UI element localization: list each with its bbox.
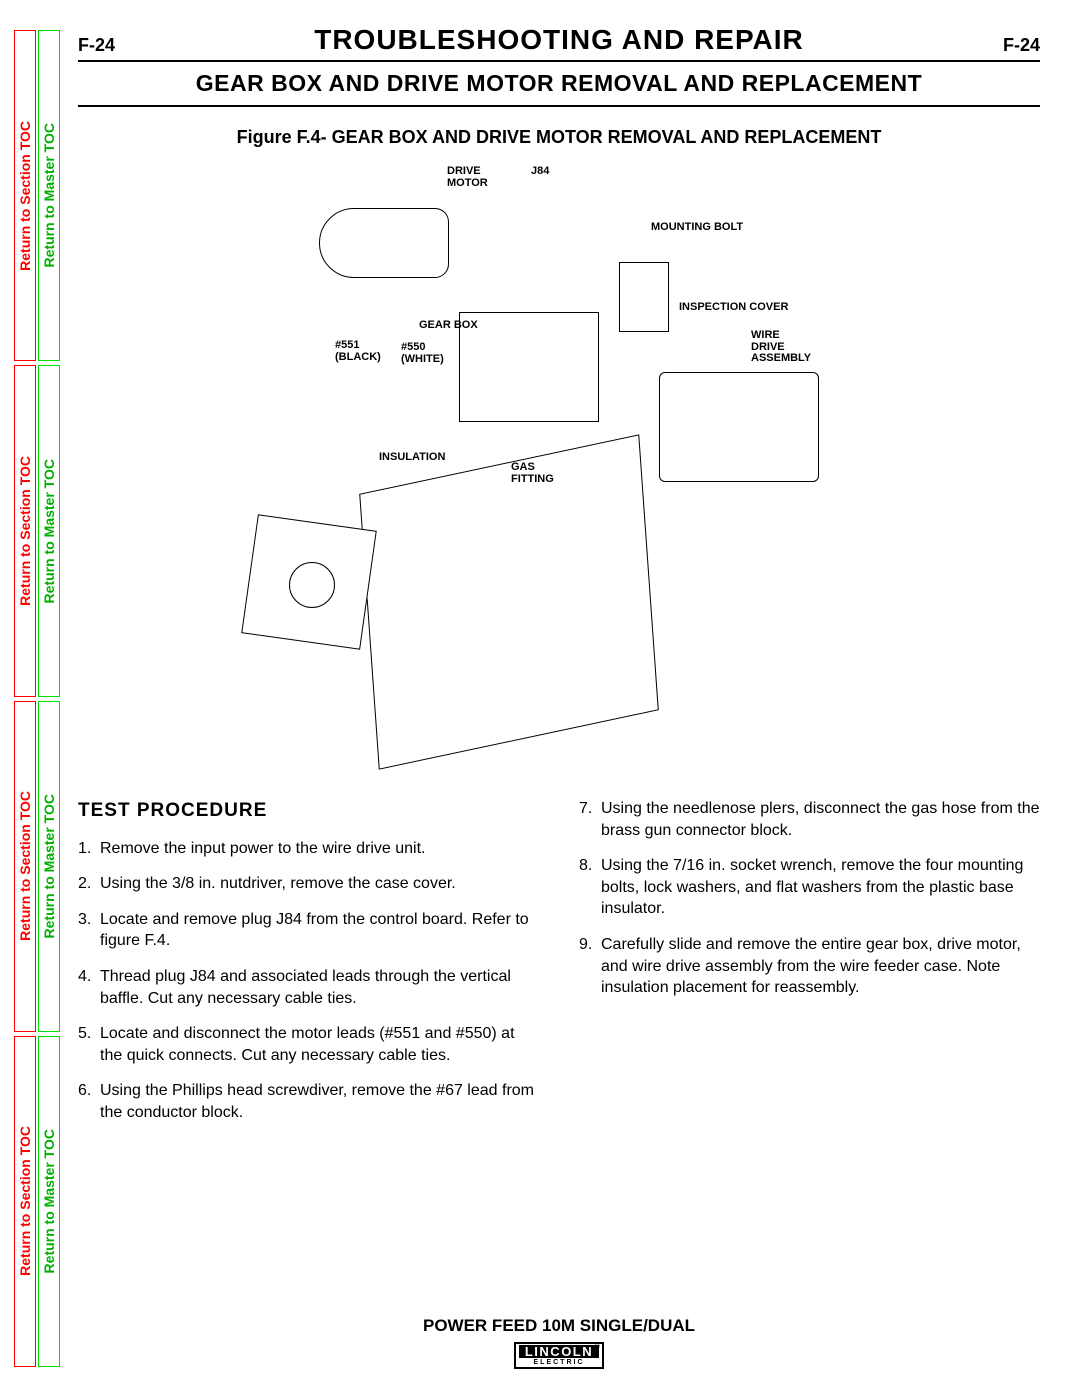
section-title: GEAR BOX AND DRIVE MOTOR REMOVAL AND REP… — [78, 70, 1040, 97]
procedure-list-right: 7.Using the needlenose plers, disconnect… — [579, 798, 1040, 999]
section-title-bar: GEAR BOX AND DRIVE MOTOR REMOVAL AND REP… — [78, 62, 1040, 107]
exploded-diagram: DRIVEMOTOR J84 MOUNTING BOLT INSPECTION COV… — [189, 162, 929, 782]
procedure-step: 4.Thread plug J84 and associated leads t… — [78, 966, 539, 1009]
procedure-step: 3.Locate and remove plug J84 from the co… — [78, 909, 539, 952]
return-master-toc-link[interactable]: Return to Master TOC — [38, 30, 60, 361]
diagram-label: J84 — [531, 166, 549, 178]
master-toc-column: Return to Master TOC Return to Master TO… — [38, 30, 60, 1367]
return-section-toc-link[interactable]: Return to Section TOC — [14, 365, 36, 696]
page-title: TROUBLESHOOTING AND REPAIR — [314, 24, 804, 56]
page-number-right: F-24 — [1003, 35, 1040, 56]
diagram-label: DRIVEMOTOR — [447, 166, 488, 189]
page-header: F-24 TROUBLESHOOTING AND REPAIR F-24 — [78, 24, 1040, 62]
diagram-label: INSPECTION COVER — [679, 302, 788, 314]
return-section-toc-link[interactable]: Return to Section TOC — [14, 701, 36, 1032]
procedure-step: 9.Carefully slide and remove the entire … — [579, 934, 1040, 999]
section-toc-column: Return to Section TOC Return to Section … — [14, 30, 36, 1367]
lincoln-electric-logo: LINCOLN ELECTRIC — [514, 1342, 604, 1369]
logo-top-text: LINCOLN — [519, 1345, 599, 1358]
diagram-label: #550(WHITE) — [401, 342, 444, 365]
page-footer: POWER FEED 10M SINGLE/DUAL LINCOLN ELECT… — [78, 1316, 1040, 1369]
procedure-columns: TEST PROCEDURE 1.Remove the input power … — [78, 798, 1040, 1138]
procedure-step: 2.Using the 3/8 in. nutdriver, remove th… — [78, 873, 539, 895]
return-section-toc-link[interactable]: Return to Section TOC — [14, 30, 36, 361]
procedure-step: 7.Using the needlenose plers, disconnect… — [579, 798, 1040, 841]
left-column: TEST PROCEDURE 1.Remove the input power … — [78, 798, 539, 1138]
return-master-toc-link[interactable]: Return to Master TOC — [38, 1036, 60, 1367]
procedure-step: 6.Using the Phillips head screwdiver, re… — [78, 1080, 539, 1123]
procedure-step: 1.Remove the input power to the wire dri… — [78, 838, 539, 860]
test-procedure-heading: TEST PROCEDURE — [78, 798, 539, 824]
diagram-label: GEAR BOX — [419, 320, 478, 332]
side-tabs: Return to Section TOC Return to Section … — [14, 30, 62, 1367]
return-master-toc-link[interactable]: Return to Master TOC — [38, 365, 60, 696]
right-column: 7.Using the needlenose plers, disconnect… — [579, 798, 1040, 1138]
return-section-toc-link[interactable]: Return to Section TOC — [14, 1036, 36, 1367]
page-content: F-24 TROUBLESHOOTING AND REPAIR F-24 GEA… — [78, 24, 1040, 1369]
diagram-label: GASFITTING — [511, 462, 554, 485]
procedure-step: 8.Using the 7/16 in. socket wrench, remo… — [579, 855, 1040, 920]
procedure-list-left: 1.Remove the input power to the wire dri… — [78, 838, 539, 1124]
diagram-label: WIREDRIVEASSEMBLY — [751, 330, 811, 365]
diagram-label: #551(BLACK) — [335, 340, 381, 363]
diagram-label: INSULATION — [379, 452, 445, 464]
return-master-toc-link[interactable]: Return to Master TOC — [38, 701, 60, 1032]
product-name: POWER FEED 10M SINGLE/DUAL — [78, 1316, 1040, 1336]
logo-bottom-text: ELECTRIC — [519, 1358, 599, 1366]
page-number-left: F-24 — [78, 35, 115, 56]
procedure-step: 5.Locate and disconnect the motor leads … — [78, 1023, 539, 1066]
figure-caption: Figure F.4- GEAR BOX AND DRIVE MOTOR REM… — [78, 127, 1040, 148]
diagram-label: MOUNTING BOLT — [651, 222, 743, 234]
